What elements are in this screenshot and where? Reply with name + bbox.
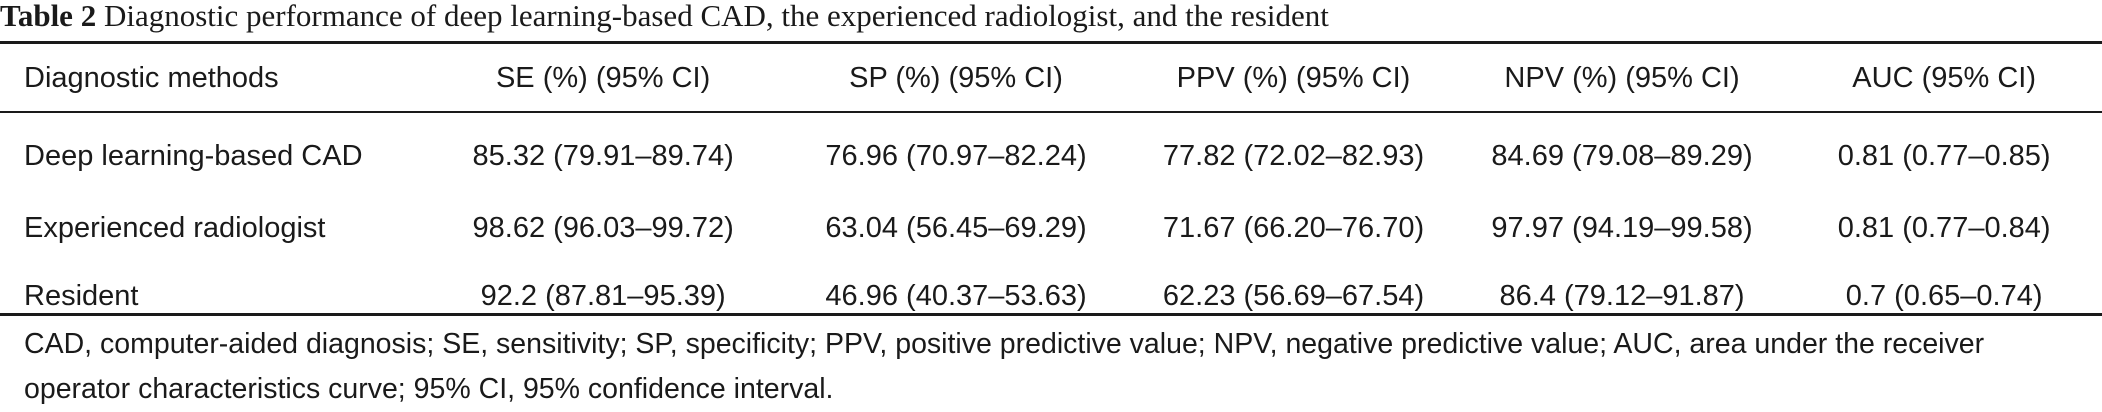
table-cell: 76.96 (70.97–82.24) [825, 139, 1087, 172]
table-top-rule [0, 41, 2102, 44]
table-bottom-rule [0, 313, 2102, 316]
table-row: Resident 92.2 (87.81–95.39) 46.96 (40.37… [0, 262, 2102, 330]
table-label: Table 2 [0, 0, 97, 33]
table-cell: 0.7 (0.65–0.74) [1845, 279, 2043, 312]
column-header: SP (%) (95% CI) [849, 61, 1063, 94]
table-cell: 92.2 (87.81–95.39) [480, 279, 726, 312]
table-cell: 77.82 (72.02–82.93) [1162, 139, 1425, 172]
table-cell: 98.62 (96.03–99.72) [472, 211, 734, 244]
table-cell: 46.96 (40.37–53.63) [825, 279, 1087, 312]
table-caption: Table 2 Diagnostic performance of deep l… [0, 0, 1329, 36]
table-cell: 0.81 (0.77–0.84) [1837, 211, 2051, 244]
column-header: Diagnostic methods [24, 61, 279, 94]
table-cell: 86.4 (79.12–91.87) [1499, 279, 1745, 312]
row-label: Resident [24, 279, 139, 312]
row-label: Experienced radiologist [24, 211, 326, 244]
column-header: PPV (%) (95% CI) [1176, 61, 1411, 94]
table-cell: 85.32 (79.91–89.74) [472, 139, 734, 172]
table-row: Experienced radiologist 98.62 (96.03–99.… [0, 194, 2102, 262]
table-caption-text: Diagnostic performance of deep learning-… [103, 0, 1329, 33]
results-table: Diagnostic methods SE (%) (95% CI) SP (%… [0, 44, 2102, 330]
table-footnote: CAD, computer-aided diagnosis; SE, sensi… [24, 328, 1985, 405]
column-header: NPV (%) (95% CI) [1504, 61, 1740, 94]
table-cell: 0.81 (0.77–0.85) [1837, 139, 2051, 172]
column-header: AUC (95% CI) [1852, 61, 2036, 94]
table-header-rule [0, 111, 2102, 113]
table-cell: 63.04 (56.45–69.29) [825, 211, 1087, 244]
table-row: Deep learning-based CAD 85.32 (79.91–89.… [0, 112, 2102, 194]
table-cell: 97.97 (94.19–99.58) [1491, 211, 1753, 244]
table-cell: 84.69 (79.08–89.29) [1491, 139, 1753, 172]
table-cell: 62.23 (56.69–67.54) [1162, 279, 1425, 312]
row-label: Deep learning-based CAD [24, 139, 363, 172]
table-cell: 71.67 (66.20–76.70) [1162, 211, 1425, 244]
table-header-row: Diagnostic methods SE (%) (95% CI) SP (%… [0, 44, 2102, 112]
column-header: SE (%) (95% CI) [495, 61, 711, 94]
